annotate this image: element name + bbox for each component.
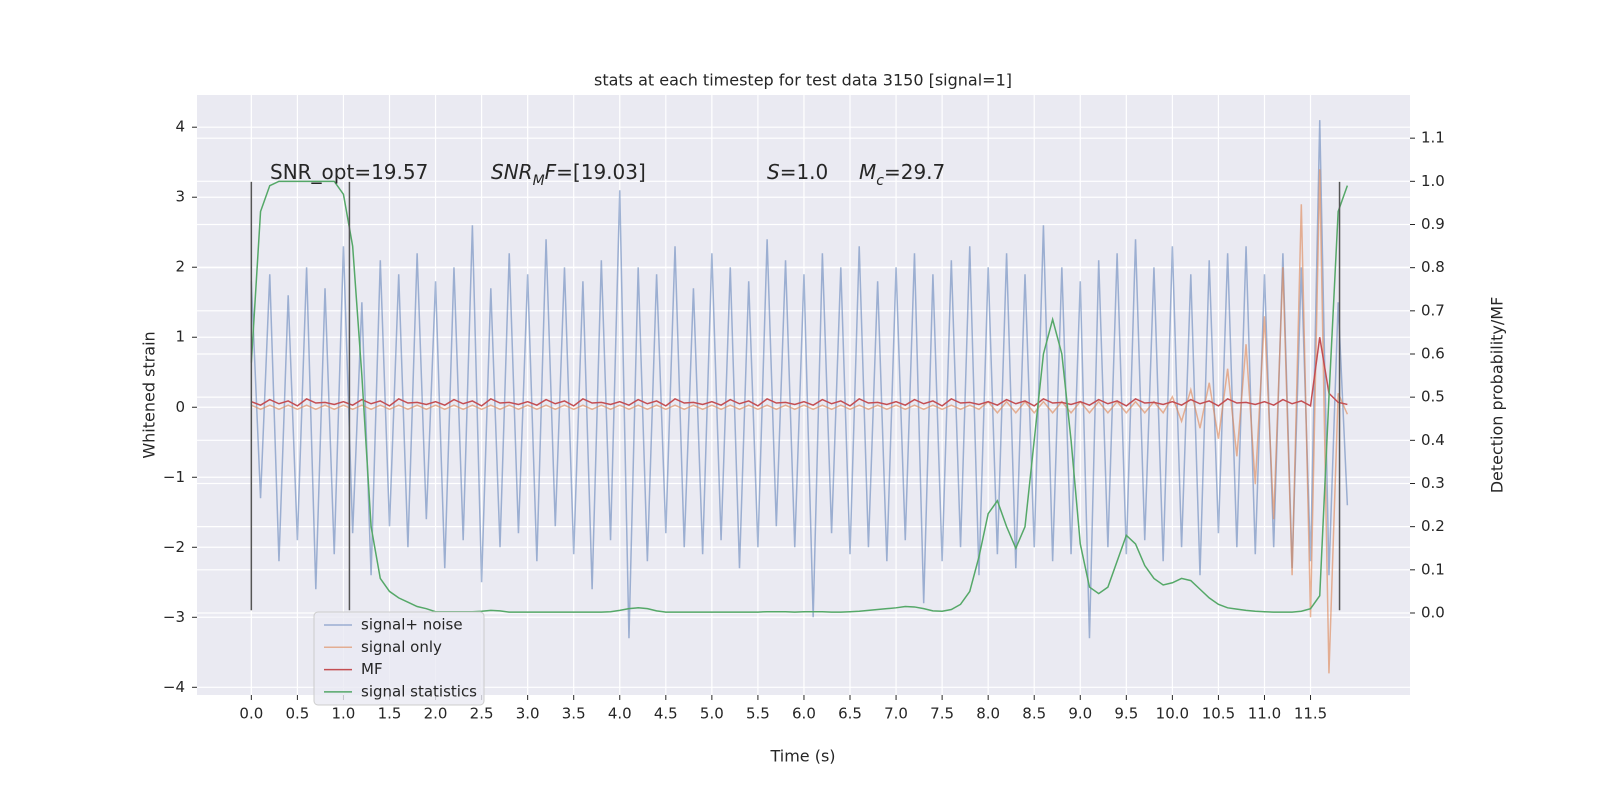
annotation-part: c <box>876 173 884 189</box>
annotation-part: =1.0 <box>780 160 829 184</box>
x-tick-label: 5.0 <box>700 705 724 723</box>
x-tick-label: 1.0 <box>332 705 356 723</box>
annotation-part: =[19.03] <box>556 160 646 184</box>
x-tick-label: 4.5 <box>654 705 678 723</box>
y-tick-label: −4 <box>163 678 185 696</box>
y2-tick-label: 0.6 <box>1421 344 1445 362</box>
y2-tick-label: 0.3 <box>1421 474 1445 492</box>
y2-tick-label: 0.7 <box>1421 301 1445 319</box>
x-tick-label: 2.5 <box>470 705 494 723</box>
annotation-part: SNR <box>491 160 533 184</box>
y2-tick-label: 1.1 <box>1421 129 1445 147</box>
y2-tick-label: 0.4 <box>1421 431 1445 449</box>
y-tick-label: −1 <box>163 468 185 486</box>
x-tick-label: 6.0 <box>792 705 816 723</box>
x-tick-label: 11.5 <box>1294 705 1327 723</box>
x-tick-label: 5.5 <box>746 705 770 723</box>
annotation-part: M <box>859 160 876 184</box>
y2-tick-label: 0.0 <box>1421 603 1445 621</box>
y2-tick-label: 0.2 <box>1421 517 1445 535</box>
y2-tick-label: 0.5 <box>1421 388 1445 406</box>
y-tick-label: 0 <box>175 398 185 416</box>
legend-label: signal statistics <box>361 682 477 700</box>
legend-box <box>313 611 485 706</box>
y2-tick-label: 0.9 <box>1421 215 1445 233</box>
x-tick-label: 9.0 <box>1068 705 1092 723</box>
x-axis-label: Time (s) <box>769 747 835 766</box>
y-tick-label: 1 <box>175 328 185 346</box>
series-line <box>250 120 1349 639</box>
annotation: SNRMF=[19.03] <box>491 160 646 190</box>
y-tick-label: −3 <box>163 608 185 626</box>
y2-tick-label: 0.8 <box>1421 258 1445 276</box>
x-tick-label: 11.0 <box>1248 705 1281 723</box>
y-tick-label: 2 <box>175 258 185 276</box>
series-line <box>251 337 1348 408</box>
annotation-part: S <box>767 160 780 184</box>
y2-tick-label: 0.1 <box>1421 560 1445 578</box>
annotation: S=1.0 <box>767 160 828 184</box>
x-tick-label: 8.0 <box>976 705 1000 723</box>
x-tick-label: 7.5 <box>930 705 954 723</box>
y-axis-label: Whitened strain <box>140 331 159 458</box>
annotation-part: M <box>533 173 545 189</box>
y2-tick-label: 1.0 <box>1421 172 1445 190</box>
chart-title: stats at each timestep for test data 315… <box>594 71 1012 90</box>
legend-label: MF <box>361 660 383 678</box>
annotation-part: F <box>545 160 557 184</box>
annotation: SNR_opt=19.57 <box>270 160 428 184</box>
y2-axis-label: Detection probability/MF <box>1488 297 1507 494</box>
x-tick-label: 10.5 <box>1202 705 1235 723</box>
series-line <box>250 180 1349 613</box>
y-tick-label: −2 <box>163 538 185 556</box>
x-tick-label: 7.0 <box>884 705 908 723</box>
x-tick-label: 3.5 <box>562 705 586 723</box>
x-tick-label: 1.5 <box>378 705 402 723</box>
x-tick-label: 9.5 <box>1114 705 1138 723</box>
x-tick-label: 2.0 <box>424 705 448 723</box>
x-tick-label: 0.5 <box>285 705 309 723</box>
x-tick-label: 6.5 <box>838 705 862 723</box>
x-tick-label: 0.0 <box>239 705 263 723</box>
annotation-part: =29.7 <box>884 160 945 184</box>
annotation: Mc=29.7 <box>859 160 945 190</box>
x-tick-label: 3.0 <box>516 705 540 723</box>
y-tick-label: 3 <box>175 188 185 206</box>
x-tick-label: 8.5 <box>1022 705 1046 723</box>
annotation-part: SNR_opt=19.57 <box>270 160 428 184</box>
series-line <box>251 169 1349 674</box>
legend-label: signal+ noise <box>361 616 463 634</box>
legend: signal+ noise signal only MF signal statist… <box>313 611 485 706</box>
x-tick-label: 10.0 <box>1156 705 1189 723</box>
legend-label: signal only <box>361 638 442 656</box>
y-tick-label: 4 <box>175 118 185 136</box>
x-tick-label: 4.0 <box>608 705 632 723</box>
